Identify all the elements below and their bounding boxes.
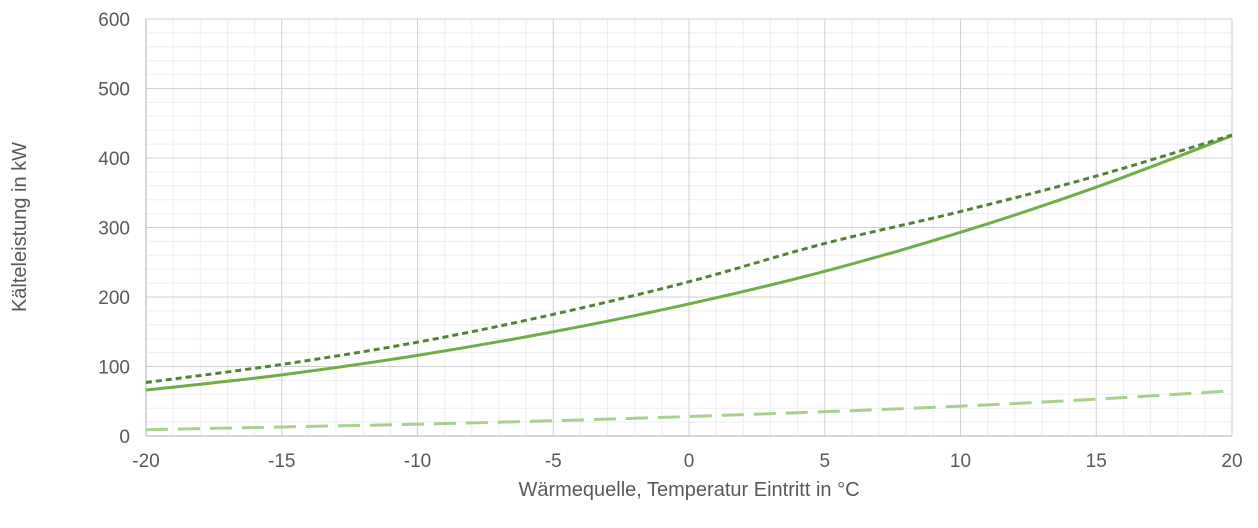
x-tick-label: 20 <box>1221 451 1242 472</box>
y-tick-label: 600 <box>98 10 130 31</box>
series-line-2 <box>145 133 1233 384</box>
y-tick-label: 300 <box>98 219 130 240</box>
x-tick-label: -5 <box>545 451 562 472</box>
x-tick-label: 5 <box>819 451 830 472</box>
axes <box>145 19 1232 437</box>
x-tick-label: 15 <box>1086 451 1107 472</box>
y-tick-label: 500 <box>98 80 130 101</box>
x-tick-label: -20 <box>132 451 159 472</box>
x-tick-label: 0 <box>684 451 695 472</box>
series-line-1 <box>145 134 1233 392</box>
x-axis-title: Wärmequelle, Temperatur Eintritt in °C <box>518 479 859 501</box>
y-tick-label: 200 <box>98 288 130 309</box>
y-tick-label: 400 <box>98 149 130 170</box>
x-tick-label: 10 <box>950 451 971 472</box>
y-axis-title: Kälteleistung in kW <box>9 142 31 312</box>
y-tick-label: 0 <box>119 427 130 448</box>
series-lines <box>145 133 1233 432</box>
series-line-3 <box>145 389 1233 432</box>
x-tick-label: -15 <box>268 451 295 472</box>
y-tick-label: 100 <box>98 358 130 379</box>
x-tick-label: -10 <box>404 451 431 472</box>
